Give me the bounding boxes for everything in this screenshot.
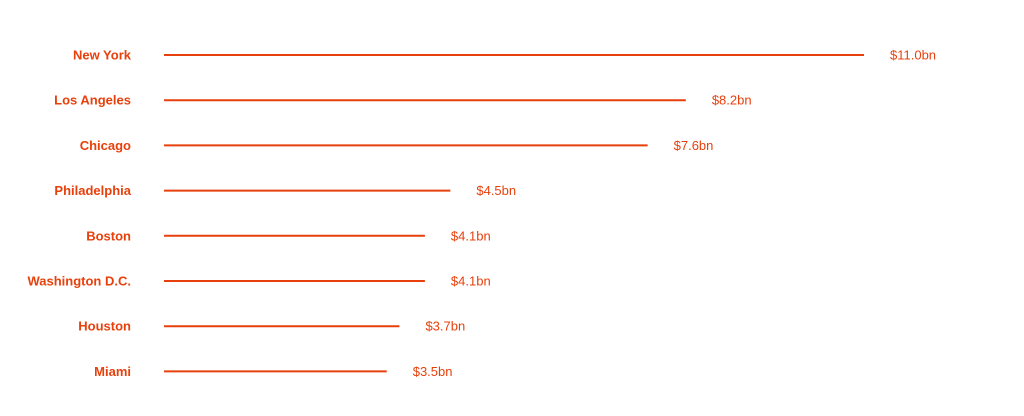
value-label: $4.1bn [451, 274, 491, 289]
value-label: $3.7bn [425, 319, 465, 334]
value-label: $7.6bn [674, 138, 714, 153]
category-label: Los Angeles [54, 93, 131, 108]
category-label: Houston [78, 319, 131, 334]
category-label: Washington D.C. [27, 274, 131, 289]
value-label: $3.5bn [413, 364, 453, 379]
value-label: $8.2bn [712, 93, 752, 108]
category-label: Boston [86, 228, 131, 243]
category-label: New York [73, 48, 132, 63]
value-label: $11.0bn [890, 48, 936, 63]
category-label: Philadelphia [54, 183, 131, 198]
category-label: Miami [94, 364, 131, 379]
value-label: $4.1bn [451, 228, 491, 243]
value-label: $4.5bn [476, 183, 516, 198]
category-label: Chicago [80, 138, 131, 153]
